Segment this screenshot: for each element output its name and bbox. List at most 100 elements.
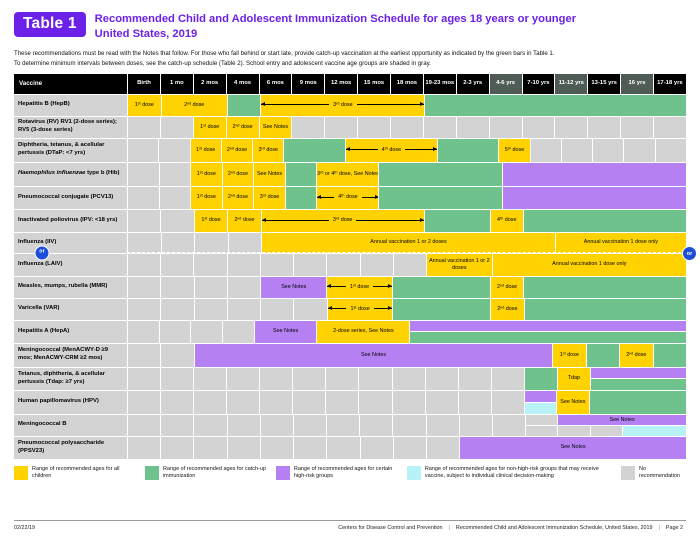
cell-iiv-4mo xyxy=(227,231,262,253)
cell-dtap-7-10y xyxy=(529,137,561,162)
cell-iiv-1mo xyxy=(160,231,195,253)
cell-pcv-2mo: 1ˢᵗ dose xyxy=(190,185,222,209)
cell-tdap-15mo xyxy=(358,366,392,390)
vaccine-label-ipv: Inactivated poliovirus (IPV: <18 yrs) xyxy=(14,208,127,232)
cell-hepa-birth xyxy=(127,319,159,343)
cell-hib-4mo: 2ⁿᵈ dose xyxy=(221,161,254,186)
cell-laiv-9mo xyxy=(293,252,327,276)
cell-hepa-1mo xyxy=(158,319,191,343)
intro-line-2: To determine minimum intervals between d… xyxy=(14,59,431,67)
cell-var-1mo xyxy=(160,297,194,320)
table-row: Meningococcal B See Notes xyxy=(14,413,686,436)
cell-laiv-12mo xyxy=(326,252,360,276)
cell-menb-lower xyxy=(557,425,686,436)
cell-hib-6mo: See Notes xyxy=(253,161,285,186)
cell-menb-birth xyxy=(127,413,161,436)
cell-pcv-highrisk xyxy=(501,185,687,209)
cell-menb-16-18y-decision xyxy=(622,425,686,436)
cell-rv-17-18y xyxy=(653,115,686,138)
cell-menb-12mo xyxy=(326,413,360,436)
cell-rv-2-3y xyxy=(455,115,489,138)
cell-rv-19-23mo xyxy=(422,115,456,138)
vaccine-label-dtap: Diphtheria, tetanus, & acellular pertuss… xyxy=(14,137,127,162)
cell-rv-18mo xyxy=(390,115,423,138)
cell-laiv-4mo xyxy=(226,252,260,276)
cell-hpv-12mo xyxy=(325,389,359,414)
footer-page: Page 2 xyxy=(665,525,683,531)
column-header-4-6-yrs: 4-6 yrs xyxy=(488,73,522,94)
column-header-birth: Birth xyxy=(127,73,160,94)
cell-dtap-15-19mo: 4ᵗʰ dose xyxy=(344,137,437,162)
cell-menacwy-1mo xyxy=(160,342,194,367)
cell-ppsv-1mo xyxy=(160,435,194,459)
cell-hpv-2mo xyxy=(193,389,227,414)
cell-var-catchup-1 xyxy=(392,297,491,320)
legend-item: Range of recommended ages for catch-up i… xyxy=(144,465,270,482)
cell-hpv-7-10y-highrisk xyxy=(523,389,556,402)
cell-ppsv-birth xyxy=(127,435,161,459)
cell-hpv-11-12y: See Notes xyxy=(555,389,589,414)
vaccine-label-var: Varicella (VAR) xyxy=(14,297,127,320)
cell-ppsv-9mo xyxy=(293,435,327,459)
cell-menb-19-23mo xyxy=(425,413,459,436)
cell-tdap-highrisk xyxy=(589,366,687,378)
cell-ipv-4-6y: 4ᵗʰ dose xyxy=(489,208,523,232)
column-header-11-12-yrs: 11-12 yrs xyxy=(554,73,588,94)
vaccine-label-iiv: Influenza (IIV) xyxy=(14,231,127,253)
cell-rv-12mo xyxy=(324,115,358,138)
cell-ipv-2mo: 1ˢᵗ dose xyxy=(193,208,228,232)
page-title: Table 1 Recommended Child and Adolescent… xyxy=(14,0,686,42)
title-line-1: Recommended Child and Adolescent Immuniz… xyxy=(94,13,577,25)
cell-hpv-birth xyxy=(127,389,161,414)
cell-rv-15mo xyxy=(357,115,390,138)
table-header-row: Vaccine Birth 1 mo 2 mos 4 mos 6 mos 9 mos 12 … xyxy=(14,73,686,94)
footer-divider-2: | xyxy=(658,525,660,531)
cell-hpv-4-6y xyxy=(490,389,524,414)
cell-var-12-15mo: 1ˢᵗ dose xyxy=(326,297,393,320)
cell-tdap-2-3y xyxy=(457,366,491,390)
vaccine-label-rv: Rotavirus (RV) RV1 (2-dose series); RV5 … xyxy=(14,115,127,138)
cell-menb-13-15y-none xyxy=(589,425,623,436)
cell-menb-15mo xyxy=(359,413,393,436)
column-header-7-10-yrs: 7-10 yrs xyxy=(521,73,555,94)
table-row: Influenza (IIV) Annual vaccination 1 or … xyxy=(14,231,687,253)
cell-menb-6mo xyxy=(259,413,293,436)
vaccine-label-hepa: Hepatitis A (HepA) xyxy=(14,319,127,343)
cell-hepa-12-18mo: 2-dose series, See Notes xyxy=(316,319,410,343)
cell-menb-7-10y-split xyxy=(525,413,558,436)
cell-dtap-11-12y xyxy=(560,137,593,162)
cell-dtap-6mo: 3ʳᵈ dose xyxy=(252,137,284,162)
cell-laiv-1mo xyxy=(160,252,194,276)
vaccine-label-hib-rest: type b (Hib) xyxy=(85,170,120,177)
vaccine-label-laiv: Influenza (LAIV) or xyxy=(14,245,127,276)
cell-pcv-9mo xyxy=(284,185,317,209)
table-row: Human papillomavirus (HPV) See Notes xyxy=(14,389,687,414)
vaccine-label-laiv-text: Influenza (LAIV) xyxy=(18,260,63,267)
cell-ppsv-2mo xyxy=(193,435,227,459)
cell-tdap-birth xyxy=(127,366,161,390)
legend-swatch xyxy=(144,465,159,480)
cell-hepb-birth: 1ˢᵗ dose xyxy=(127,93,161,116)
legend-swatch xyxy=(406,465,421,480)
cell-hpv-7-10y-decision xyxy=(523,401,556,414)
cell-label: 4ᵗʰ dose xyxy=(381,146,402,153)
cell-menb-4-6y xyxy=(491,413,526,436)
vaccine-label-hib-italic: Haemophilus influenzae xyxy=(18,170,86,177)
cell-hib-1mo xyxy=(158,161,191,186)
cell-pcv-birth xyxy=(127,185,159,209)
cell-mmr-catchup-2 xyxy=(523,275,687,298)
cell-menacwy-16y: 2ⁿᵈ dose xyxy=(619,342,653,367)
cell-pcv-1mo xyxy=(158,185,191,209)
cell-dtap-4mo: 2ⁿᵈ dose xyxy=(220,137,253,162)
footer-doc: Recommended Child and Adolescent Immuniz… xyxy=(455,525,653,531)
table-row: Influenza (LAIV) or Annual vaccination 1… xyxy=(14,245,697,276)
footer-date: 02/22/19 xyxy=(14,525,35,531)
cell-hpv-15mo xyxy=(358,389,392,414)
cell-tdap-1mo xyxy=(160,366,194,390)
cell-hepa-2mo xyxy=(190,319,223,343)
cell-ppsv-19-23mo xyxy=(426,435,460,459)
cell-var-catchup-2 xyxy=(523,297,687,320)
cell-menacwy-birth xyxy=(127,342,161,367)
cell-mmr-catchup-1 xyxy=(391,275,490,298)
cell-rv-6mo: See Notes xyxy=(258,115,292,138)
